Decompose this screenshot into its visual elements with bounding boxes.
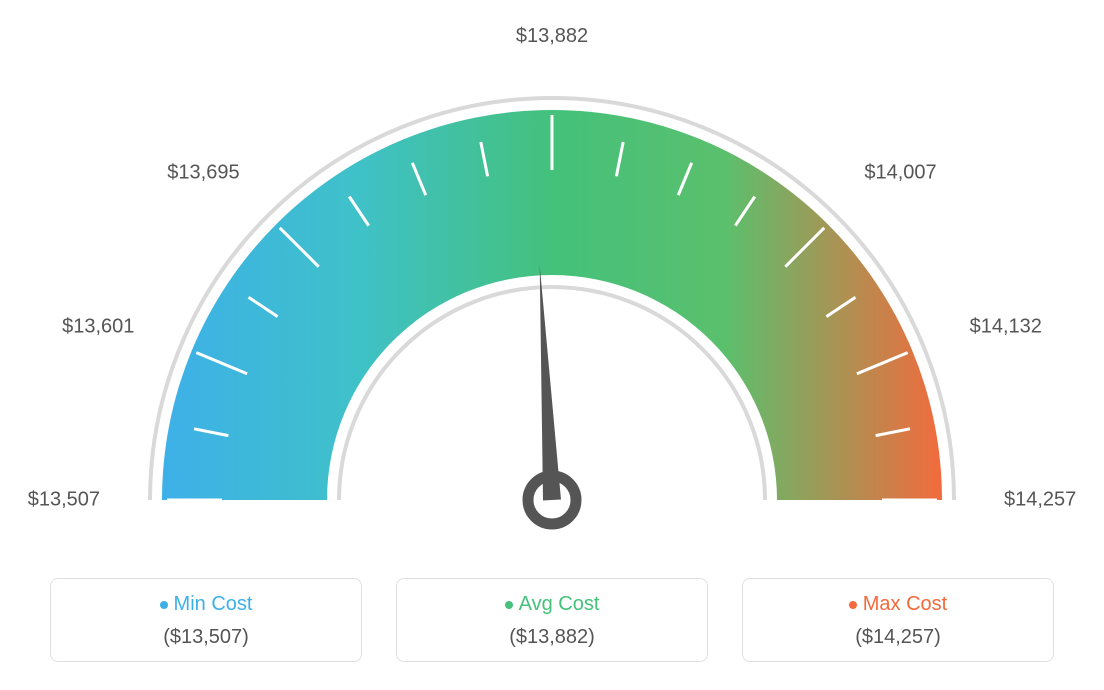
legend-value-avg: ($13,882): [397, 626, 707, 649]
dot-icon: [505, 601, 513, 609]
legend-label: Avg Cost: [519, 593, 600, 615]
gauge-svg: [0, 0, 1104, 560]
gauge-tick-label: $13,695: [167, 162, 239, 185]
gauge-tick-label: $14,257: [1004, 489, 1076, 512]
legend-row: Min Cost ($13,507) Avg Cost ($13,882) Ma…: [0, 578, 1104, 662]
legend-title-max: Max Cost: [743, 593, 1053, 616]
legend-label: Max Cost: [863, 593, 947, 615]
legend-title-avg: Avg Cost: [397, 593, 707, 616]
gauge-tick-label: $13,882: [516, 25, 588, 48]
gauge-tick-label: $14,132: [970, 316, 1042, 339]
dot-icon: [160, 601, 168, 609]
legend-value-min: ($13,507): [51, 626, 361, 649]
dot-icon: [849, 601, 857, 609]
legend-card-min: Min Cost ($13,507): [50, 578, 362, 662]
legend-title-min: Min Cost: [51, 593, 361, 616]
legend-card-max: Max Cost ($14,257): [742, 578, 1054, 662]
gauge-tick-label: $13,507: [28, 489, 100, 512]
legend-value-max: ($14,257): [743, 626, 1053, 649]
gauge-chart: $13,507 $13,601 $13,695 $13,882 $14,007 $14,1…: [0, 0, 1104, 560]
legend-card-avg: Avg Cost ($13,882): [396, 578, 708, 662]
gauge-tick-label: $13,601: [62, 316, 134, 339]
legend-label: Min Cost: [174, 593, 253, 615]
gauge-tick-label: $14,007: [864, 162, 936, 185]
